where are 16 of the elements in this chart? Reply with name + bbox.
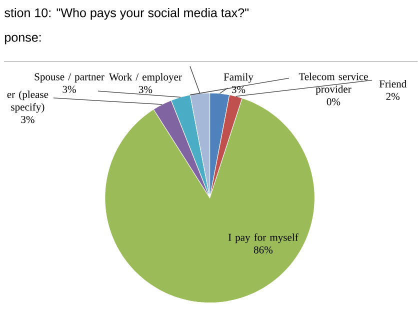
data-label: 3% [21,116,34,124]
category-label: Telecom service provider [298,72,368,96]
slice-label: Friend [379,80,407,88]
slice-label: Work / employer [108,73,182,83]
data-label: 3% [138,86,152,94]
text: 0% [326,98,340,106]
slice-label: Family [224,73,254,83]
data-label: 86% [254,246,273,254]
slice-label: I pay for myself [228,234,298,244]
data-label: 3% [62,86,76,94]
data-label: 2% [386,93,400,100]
chart-title: stion 10: "Who pays your social media tax?" [4,8,248,20]
chart-subtitle: ponse: [5,35,41,44]
slice-label: Spouse / partner [34,73,104,83]
data-label: 3% [232,86,246,94]
slice-label: er (please specify) [7,90,48,113]
